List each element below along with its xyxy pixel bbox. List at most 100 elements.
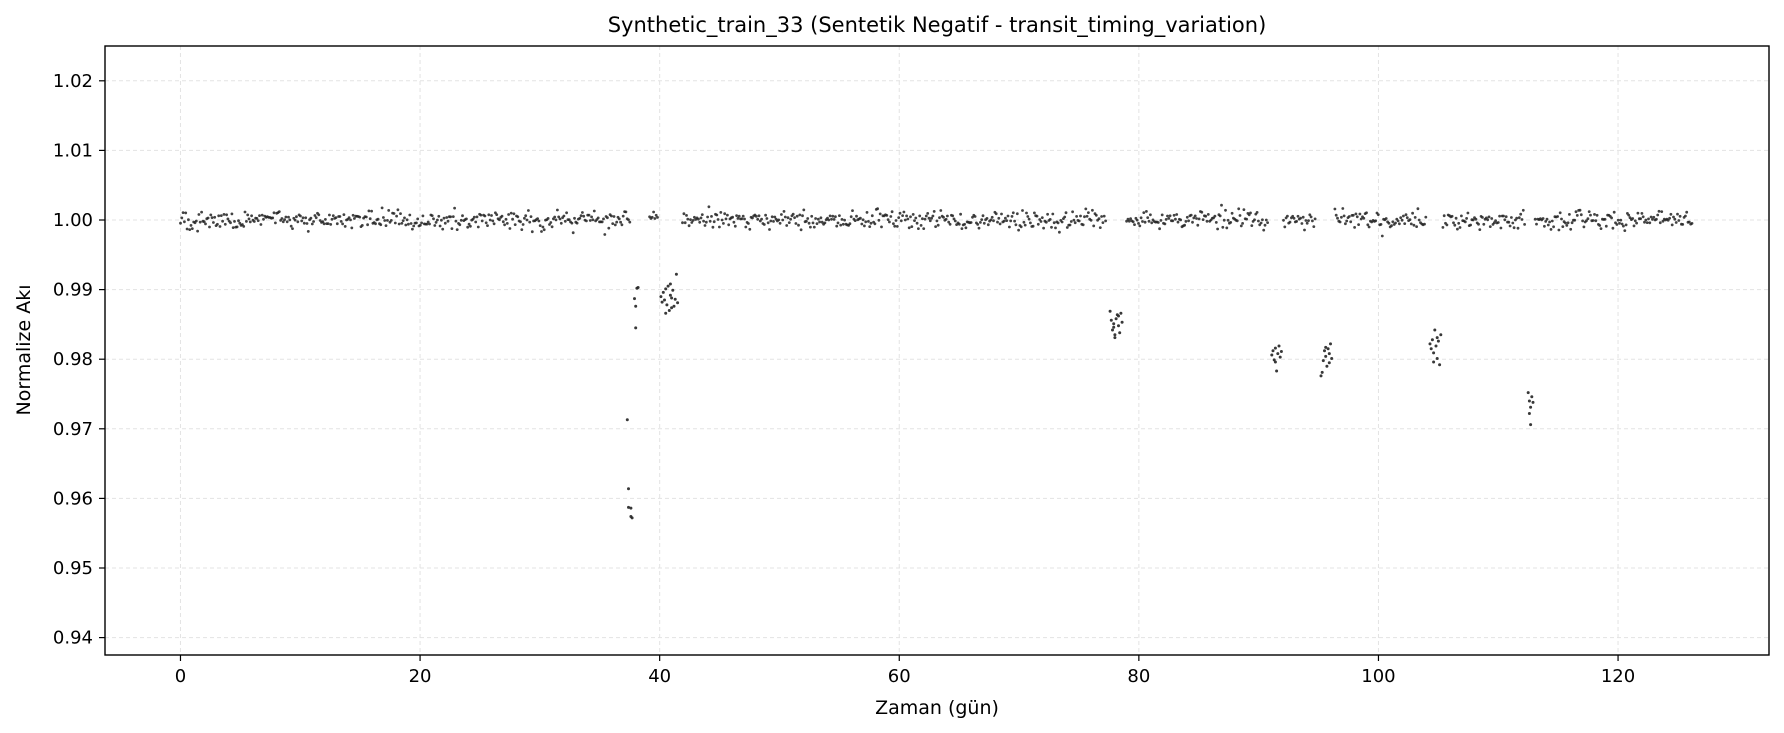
baseline-point <box>233 220 236 223</box>
baseline-point <box>1511 221 1515 225</box>
baseline-point <box>1008 225 1011 229</box>
baseline-point <box>743 217 746 221</box>
baseline-point <box>443 221 447 225</box>
baseline-point <box>1661 219 1665 223</box>
baseline-point <box>878 212 882 216</box>
baseline-point <box>1454 216 1458 220</box>
x-tick-label: 20 <box>409 666 432 687</box>
baseline-point <box>727 223 731 227</box>
transit-point <box>1438 363 1442 367</box>
baseline-point <box>401 219 405 223</box>
baseline-point <box>1647 217 1650 221</box>
y-tick-label: 0.98 <box>53 349 93 370</box>
transit-point <box>1433 328 1437 332</box>
baseline-point <box>1083 215 1086 219</box>
baseline-point <box>823 221 827 225</box>
baseline-point <box>1657 209 1661 213</box>
baseline-point <box>1189 213 1193 217</box>
transit-point <box>1120 320 1124 324</box>
baseline-point <box>1578 208 1582 212</box>
baseline-point <box>1064 211 1068 215</box>
baseline-point <box>1684 214 1687 218</box>
baseline-point <box>341 222 344 226</box>
baseline-point <box>1312 225 1316 229</box>
baseline-point <box>1557 228 1561 232</box>
baseline-point <box>894 219 898 222</box>
baseline-point <box>536 217 539 221</box>
baseline-point <box>1496 221 1500 224</box>
baseline-point <box>1486 218 1490 222</box>
transit-point <box>625 418 629 422</box>
baseline-point <box>281 220 285 224</box>
transit-point <box>1436 339 1440 343</box>
transit-point <box>663 298 666 302</box>
baseline-point <box>1516 226 1520 230</box>
baseline-point <box>519 220 522 224</box>
baseline-point <box>620 223 624 227</box>
baseline-point <box>860 222 864 226</box>
baseline-point <box>1594 219 1598 223</box>
baseline-point <box>1175 213 1179 216</box>
baseline-point <box>312 220 315 223</box>
baseline-point <box>1460 214 1463 218</box>
transit-point <box>674 272 678 276</box>
baseline-point <box>839 223 843 227</box>
baseline-point <box>328 213 331 217</box>
baseline-point <box>247 217 251 221</box>
baseline-point <box>1519 212 1523 216</box>
baseline-point <box>1517 216 1521 220</box>
baseline-point <box>1160 213 1164 217</box>
baseline-point <box>1282 218 1285 222</box>
baseline-point <box>1569 227 1573 231</box>
transit-point <box>1329 342 1332 346</box>
baseline-point <box>971 215 974 219</box>
baseline-point <box>942 215 945 219</box>
baseline-point <box>524 214 528 218</box>
baseline-point <box>919 224 923 227</box>
baseline-point <box>291 227 294 231</box>
transit-point <box>1321 359 1325 363</box>
baseline-point <box>1266 221 1269 225</box>
baseline-point <box>864 220 868 224</box>
baseline-point <box>787 221 791 225</box>
baseline-point <box>1104 219 1107 223</box>
baseline-point <box>486 224 489 228</box>
baseline-point <box>304 216 308 220</box>
baseline-point <box>1183 223 1186 227</box>
baseline-point <box>412 224 416 228</box>
transit-point <box>670 296 674 300</box>
baseline-point <box>386 219 389 222</box>
baseline-point <box>611 222 615 226</box>
baseline-point <box>579 214 583 218</box>
transit-point <box>1527 412 1531 415</box>
baseline-point <box>747 222 750 225</box>
baseline-point <box>748 227 752 231</box>
baseline-point <box>432 217 435 221</box>
transit-point <box>1432 360 1436 364</box>
baseline-point <box>229 221 232 225</box>
baseline-point <box>892 222 895 226</box>
baseline-point <box>317 213 321 217</box>
baseline-point <box>219 214 223 218</box>
baseline-point <box>350 226 354 230</box>
baseline-point <box>542 228 546 232</box>
baseline-point <box>1031 224 1035 228</box>
baseline-point <box>859 216 862 220</box>
y-tick-label: 0.95 <box>53 558 93 579</box>
baseline-point <box>1142 211 1146 215</box>
baseline-point <box>189 224 193 227</box>
baseline-point <box>757 214 761 218</box>
baseline-point <box>1387 221 1391 225</box>
baseline-point <box>204 222 207 226</box>
baseline-point <box>434 221 438 224</box>
baseline-point <box>235 225 239 229</box>
baseline-point <box>899 219 903 223</box>
baseline-point <box>946 214 949 218</box>
transit-point <box>627 505 630 509</box>
baseline-point <box>798 213 802 217</box>
baseline-point <box>1615 223 1619 226</box>
plot-frame <box>104 45 1770 656</box>
baseline-point <box>222 213 226 216</box>
transit-point <box>1273 360 1277 364</box>
baseline-point <box>1672 215 1675 219</box>
